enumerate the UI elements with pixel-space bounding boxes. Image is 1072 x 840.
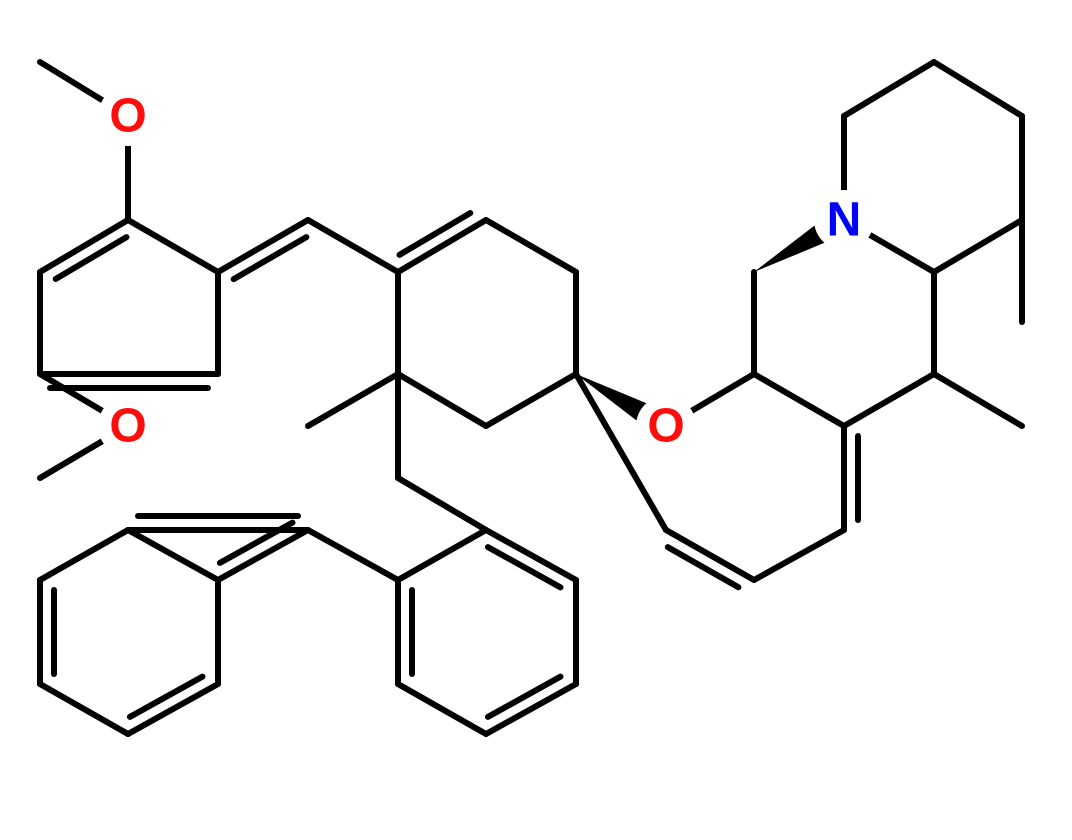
bond <box>844 374 934 426</box>
bond <box>486 220 576 272</box>
bond <box>398 374 486 426</box>
bond <box>934 62 1022 116</box>
molecule-svg: O O O N <box>0 0 1072 840</box>
bond <box>844 62 934 116</box>
atom-label-O: O <box>647 400 684 453</box>
bond <box>398 530 486 580</box>
bond <box>308 374 398 426</box>
bond <box>754 374 844 426</box>
bond <box>128 530 218 580</box>
bond <box>690 374 754 412</box>
atom-label-O: O <box>109 400 146 453</box>
bond <box>128 220 218 272</box>
bond <box>40 530 128 580</box>
bond <box>868 234 934 272</box>
bond <box>934 220 1022 272</box>
bond <box>40 62 104 101</box>
bond <box>398 478 486 530</box>
molecule-diagram: O O O N <box>0 0 1072 840</box>
bond <box>40 684 128 734</box>
bond <box>398 684 486 734</box>
bond <box>40 374 104 412</box>
bond <box>308 220 398 272</box>
bond <box>308 530 398 580</box>
atom-label-O: O <box>109 90 146 143</box>
bond <box>486 374 576 426</box>
bond <box>40 440 104 478</box>
bond-wedge <box>754 225 825 272</box>
bond <box>754 530 844 580</box>
atom-label-N: N <box>827 194 862 247</box>
bond <box>934 374 1022 426</box>
